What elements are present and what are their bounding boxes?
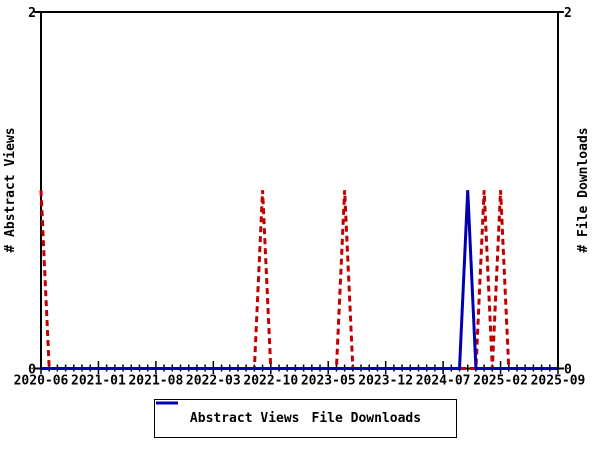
x-axis-tick-label: 2025-02 [473, 374, 528, 389]
y-axis-right-label: # File Downloads [576, 127, 591, 252]
x-axis-tick-label: 2024-07 [416, 374, 471, 389]
x-axis-tick-label: 2021-01 [71, 374, 126, 389]
x-axis-tick-label: 2025-09 [531, 374, 586, 389]
y-axis-left-tick-label: 0 [28, 363, 36, 378]
axis-frame [40, 11, 559, 370]
blue-solid-line-sample [156, 401, 178, 405]
legend-label-file-downloads: File Downloads [311, 411, 422, 426]
legend-label-abstract-views: Abstract Views [189, 411, 300, 426]
legend-item-abstract-views: Abstract Views [156, 401, 300, 426]
x-axis-tick-label: 2023-05 [301, 374, 356, 389]
x-axis-tick-label: 2022-03 [186, 374, 241, 389]
legend: Abstract Views File Downloads [154, 399, 457, 438]
y-axis-left-tick-label: 2 [28, 6, 36, 21]
x-axis-tick-label: 2021-08 [128, 374, 183, 389]
series-line-abstract-views [39, 190, 558, 370]
y-axis-left-label: # Abstract Views [3, 127, 18, 252]
series-line-file-downloads [41, 190, 558, 370]
y-axis-right-tick-label: 2 [564, 6, 572, 21]
legend-item-file-downloads: File Downloads [156, 401, 422, 426]
x-axis-tick-label: 2022-10 [243, 374, 298, 389]
x-axis-tick-label: 2023-12 [358, 374, 413, 389]
x-axis-tick-label: 2020-06 [14, 374, 69, 389]
y-axis-right-tick-label: 0 [564, 363, 572, 378]
